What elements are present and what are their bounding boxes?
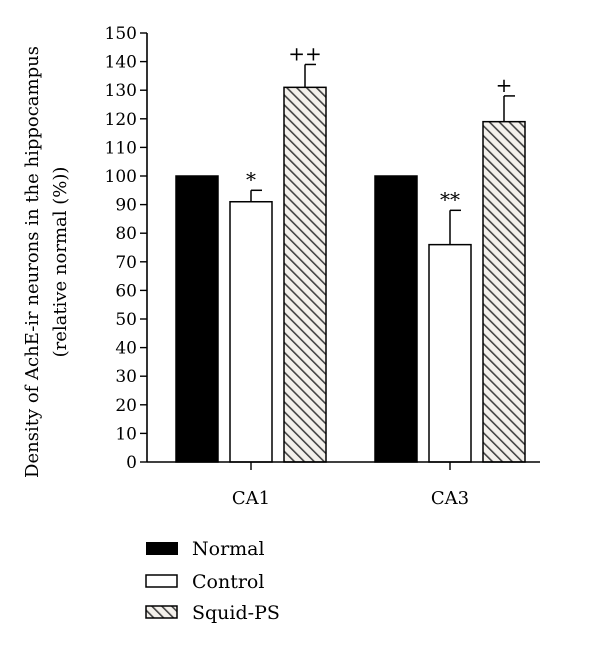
- y-tick-label: 100: [105, 167, 137, 187]
- y-tick-label: 20: [115, 396, 137, 416]
- legend-swatch-squid-ps: [145, 605, 178, 619]
- y-axis: 0 10 20 30 40 50 60 70 80 90 100 110 120 130 140 150: [105, 24, 148, 473]
- bar-control-ca3: [428, 243, 472, 463]
- y-axis-label-line2: (relative normal (%)): [50, 167, 71, 358]
- legend-item-normal: Normal: [146, 538, 265, 560]
- x-tick-label: CA3: [431, 488, 469, 509]
- significance-marker: +: [496, 73, 513, 97]
- plot-area: * ++ ** +: [175, 41, 526, 463]
- significance-marker: ++: [288, 41, 322, 65]
- legend-label-squid-ps: Squid-PS: [192, 602, 280, 624]
- y-tick-label: 60: [115, 281, 137, 301]
- x-tick-label: CA1: [232, 488, 270, 509]
- significance-marker: *: [246, 167, 256, 191]
- legend-label-control: Control: [192, 571, 264, 593]
- y-tick-label: 70: [115, 253, 137, 273]
- legend-swatch-control: [145, 574, 178, 588]
- bar-normal-ca1: [175, 175, 219, 463]
- y-tick-label: 120: [105, 110, 137, 130]
- y-tick-label: 130: [105, 81, 137, 101]
- y-axis-label: Density of AchE-ir neurons in the hippoc…: [22, 46, 71, 478]
- bar-squid-ps-ca1: [283, 86, 327, 463]
- bar-normal-ca3: [374, 175, 418, 463]
- y-tick-label: 80: [115, 224, 137, 244]
- legend-item-control: Control: [145, 571, 264, 593]
- y-tick-label: 150: [105, 24, 137, 44]
- significance-marker: **: [440, 187, 460, 211]
- x-axis: CA1 CA3: [147, 461, 540, 509]
- y-tick-label: 50: [115, 310, 137, 330]
- y-tick-label: 30: [115, 367, 137, 387]
- bar-control-ca1: [229, 200, 273, 463]
- bar-squid-ps-ca3: [482, 120, 526, 463]
- y-tick-label: 110: [105, 138, 137, 158]
- legend-swatch-normal: [146, 542, 178, 555]
- y-tick-label: 40: [115, 339, 137, 359]
- y-tick-label: 10: [115, 424, 137, 444]
- y-axis-label-line1: Density of AchE-ir neurons in the hippoc…: [22, 46, 43, 478]
- legend: Normal Control Squid-PS: [145, 538, 280, 624]
- y-tick-label: 140: [105, 53, 137, 73]
- y-tick-label: 0: [126, 453, 137, 473]
- legend-item-squid-ps: Squid-PS: [145, 602, 280, 624]
- legend-label-normal: Normal: [192, 538, 265, 560]
- y-tick-label: 90: [115, 196, 137, 216]
